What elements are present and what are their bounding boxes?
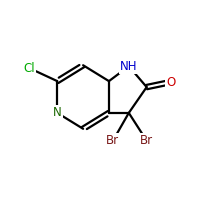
Text: O: O — [166, 76, 175, 89]
Text: Br: Br — [140, 134, 153, 147]
Text: Br: Br — [106, 134, 119, 147]
Text: Cl: Cl — [24, 62, 35, 75]
Text: NH: NH — [120, 60, 138, 73]
Text: N: N — [53, 106, 62, 119]
